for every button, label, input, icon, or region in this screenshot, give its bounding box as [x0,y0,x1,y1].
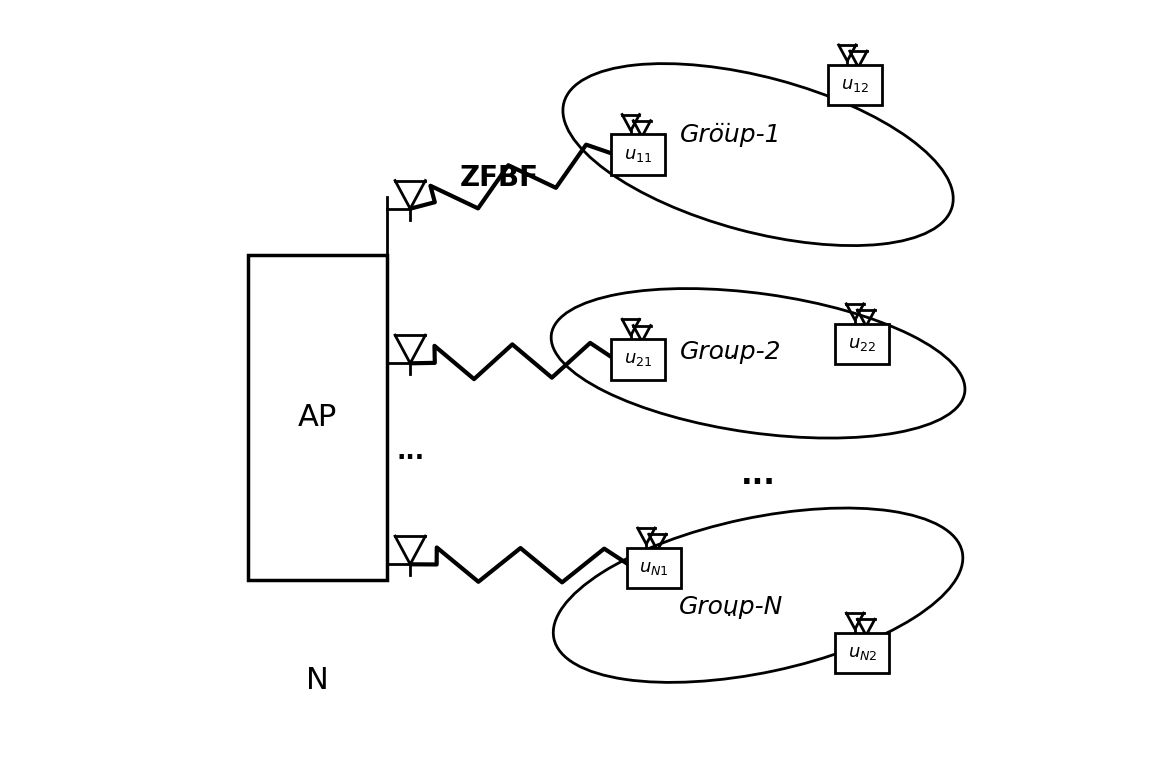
Text: ...: ... [741,461,775,490]
Bar [248,255,387,580]
Text: ...: ... [726,601,744,620]
Bar [627,548,681,588]
Text: AP: AP [298,403,338,432]
Text: $u_{N2}$: $u_{N2}$ [848,644,877,662]
Text: N: N [306,666,329,695]
Bar [835,324,889,364]
Text: $u_{11}$: $u_{11}$ [624,145,653,164]
Bar [612,135,666,175]
Text: $u_{22}$: $u_{22}$ [848,335,876,353]
Ellipse shape [552,288,965,438]
Text: $u_{12}$: $u_{12}$ [841,76,869,94]
Text: ...: ... [717,342,736,361]
Ellipse shape [553,508,963,683]
Text: Group-2: Group-2 [680,339,782,364]
Ellipse shape [563,63,954,246]
Text: $u_{21}$: $u_{21}$ [624,350,653,369]
Bar [828,65,882,105]
Text: Group-1: Group-1 [680,123,782,148]
Bar [612,339,666,380]
Bar [835,633,889,673]
Text: ...: ... [714,111,733,129]
Text: Group-N: Group-N [679,594,783,619]
Text: $u_{N1}$: $u_{N1}$ [639,559,669,577]
Text: ...: ... [396,440,425,465]
Text: ZFBF: ZFBF [460,164,539,192]
